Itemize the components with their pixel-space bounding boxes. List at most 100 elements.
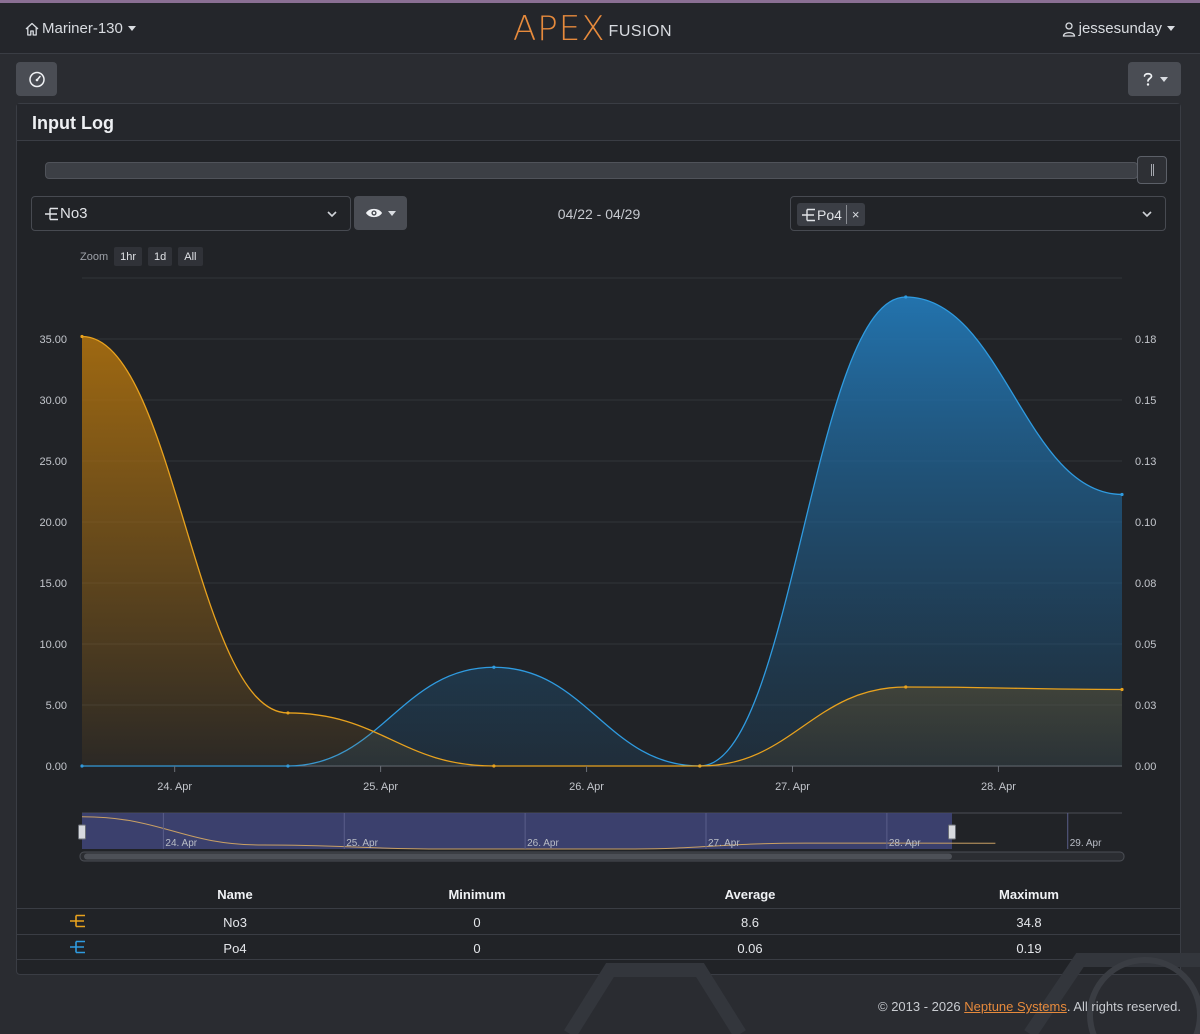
panel-title: Input Log	[17, 104, 1180, 141]
probe-icon	[802, 208, 815, 221]
user-dropdown[interactable]: jessesunday	[1061, 20, 1175, 37]
zoom-1d-button[interactable]: 1d	[148, 247, 173, 266]
y-left-tick-label: 15.00	[39, 578, 67, 590]
chart-series	[80, 295, 1124, 768]
y-right-tick-label: 0.05	[1135, 639, 1156, 651]
navigator-handle[interactable]	[78, 824, 86, 840]
stats-header-row: Name Minimum Average Maximum	[17, 884, 1180, 908]
navigator-tick-label: 29. Apr	[1070, 838, 1102, 849]
no3-point	[1120, 687, 1124, 692]
chevron-down-icon	[1167, 26, 1175, 31]
zoom-controls: Zoom 1hr 1d All	[80, 247, 203, 266]
no3-point	[492, 764, 496, 768]
y-left-tick-label: 35.00	[39, 334, 67, 346]
navigator-handle[interactable]	[948, 824, 956, 840]
stats-table: Name Minimum Average Maximum No3 0 8.6 3…	[17, 884, 1180, 960]
y-axis-left: 0.00 5.00 10.00 15.00 20.00 25.00 30.00 35.00	[39, 334, 67, 773]
dashboard-button[interactable]	[16, 62, 57, 96]
chevron-down-icon	[1160, 76, 1168, 82]
x-tick-label: 24. Apr	[157, 781, 192, 793]
header-average: Average	[724, 887, 776, 902]
username: jessesunday	[1078, 20, 1162, 37]
help-dropdown-button[interactable]	[1128, 62, 1181, 96]
no3-probe-icon	[70, 914, 85, 928]
selected-input-chip: Po4 ×	[797, 203, 865, 226]
row-minimum: 0	[473, 915, 481, 930]
no3-area	[82, 336, 1122, 766]
visibility-dropdown-button[interactable]	[354, 196, 407, 230]
y-right-tick-label: 0.03	[1135, 700, 1156, 712]
no3-point	[904, 685, 908, 689]
top-accent-bar	[0, 0, 1200, 3]
chevron-down-icon	[1142, 211, 1152, 218]
user-icon	[1062, 21, 1075, 37]
navigator-tick-label: 24. Apr	[165, 838, 197, 849]
secondary-input-multiselect[interactable]: Po4 ×	[790, 196, 1166, 231]
x-tick-label: 28. Apr	[981, 781, 1016, 793]
input-log-panel: Input Log No3 04/22 - 04/29 Po4 × Zoom 1…	[16, 103, 1181, 975]
y-right-tick-label: 0.18	[1135, 334, 1156, 346]
brand-apex: APEX	[513, 9, 606, 49]
row-name: No3	[223, 915, 247, 930]
chip-remove-button[interactable]: ×	[851, 207, 860, 222]
apex-fusion-logo: APEX FUSION	[513, 12, 672, 46]
date-range-label: 04/22 - 04/29	[557, 206, 641, 222]
background-hex-watermark	[564, 953, 1200, 1034]
po4-point	[1120, 492, 1124, 497]
navigator-tick-label: 28. Apr	[889, 838, 921, 849]
footer-copyright: © 2013 - 2026	[878, 999, 961, 1014]
row-name: Po4	[223, 941, 247, 956]
time-range-slider-handle[interactable]	[1137, 156, 1167, 184]
navigator-scrollbar-thumb[interactable]	[84, 853, 952, 860]
row-average: 0.06	[737, 941, 763, 956]
header-maximum: Maximum	[999, 887, 1059, 902]
navigator-selection	[82, 813, 952, 849]
header-minimum: Minimum	[448, 887, 506, 902]
table-row: Po4 0 0.06 0.19	[17, 934, 1180, 960]
navigator-tick-label: 27. Apr	[708, 838, 740, 849]
chart-navigator[interactable]: 24. Apr 25. Apr 26. Apr 27. Apr 28. Apr 29. A…	[78, 812, 1125, 862]
zoom-1hr-button[interactable]: 1hr	[114, 247, 143, 266]
neptune-systems-link[interactable]: Neptune Systems	[964, 999, 1067, 1014]
x-axis: 24. Apr 25. Apr 26. Apr 27. Apr 28. Apr	[157, 766, 1016, 793]
zoom-label: Zoom	[80, 250, 109, 263]
help-icon	[1143, 72, 1153, 86]
y-right-tick-label: 0.13	[1135, 456, 1156, 468]
y-right-tick-label: 0.15	[1135, 395, 1156, 407]
top-navbar: Mariner-130 APEX FUSION jessesunday	[0, 3, 1200, 54]
header-name: Name	[217, 887, 253, 902]
y-left-tick-label: 20.00	[39, 517, 67, 529]
device-dropdown[interactable]: Mariner-130	[24, 20, 136, 37]
footer: © 2013 - 2026 Neptune Systems. All right…	[878, 999, 1181, 1014]
y-right-tick-label: 0.10	[1135, 517, 1156, 529]
navigator-tick-label: 26. Apr	[527, 838, 559, 849]
no3-point	[698, 764, 702, 768]
primary-input-select[interactable]: No3	[31, 196, 351, 231]
chevron-down-icon	[327, 211, 337, 218]
row-maximum: 0.19	[1016, 941, 1042, 956]
x-tick-label: 26. Apr	[569, 781, 604, 793]
no3-point	[286, 711, 290, 715]
po4-probe-icon	[70, 940, 85, 954]
po4-point	[904, 295, 908, 299]
navigator-tick-label: 25. Apr	[346, 838, 378, 849]
eye-icon	[366, 208, 382, 218]
y-left-tick-label: 30.00	[39, 395, 67, 407]
y-left-tick-label: 25.00	[39, 456, 67, 468]
chevron-down-icon	[388, 210, 396, 216]
no3-point	[80, 334, 84, 339]
po4-point	[492, 665, 496, 669]
device-name: Mariner-130	[42, 20, 123, 37]
home-icon	[25, 22, 39, 36]
chevron-down-icon	[127, 26, 136, 31]
row-minimum: 0	[473, 941, 481, 956]
probe-icon	[45, 207, 58, 220]
table-row: No3 0 8.6 34.8	[17, 908, 1180, 934]
po4-area	[82, 296, 1122, 766]
footer-rights: . All rights reserved.	[1066, 999, 1181, 1014]
y-left-tick-label: 0.00	[46, 761, 67, 773]
dashboard-gauge-icon	[28, 71, 45, 88]
primary-select-value: No3	[60, 205, 88, 222]
zoom-all-button[interactable]: All	[178, 247, 203, 266]
y-right-tick-label: 0.00	[1135, 761, 1156, 773]
